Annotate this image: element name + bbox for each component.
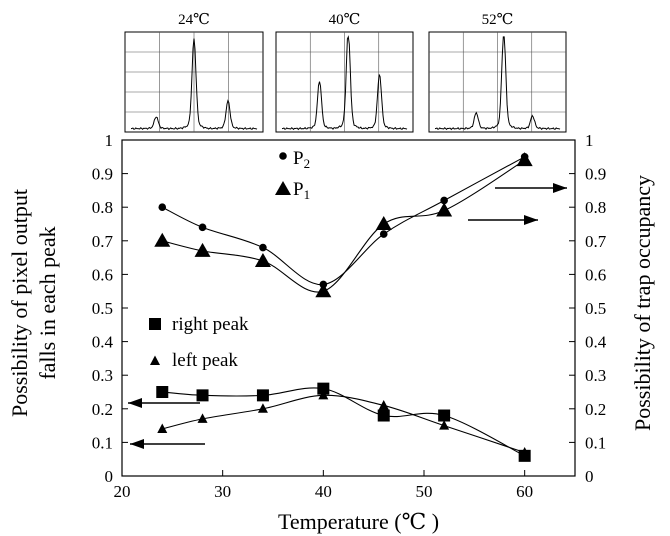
y-tick-label-left: 0.1 [92, 433, 113, 452]
y-tick-label-right: 0.4 [585, 333, 607, 352]
y-axis-title-left: Possibility of pixel output falls in each… [7, 189, 60, 417]
x-tick-label: 40 [315, 482, 332, 501]
point-p1 [315, 283, 332, 298]
point-right_peak [317, 382, 330, 395]
point-p2 [198, 223, 207, 232]
point-p2 [259, 243, 267, 252]
inset-spectrum-trace [434, 36, 561, 131]
point-left_peak [439, 420, 450, 430]
legend-marker-p2 [279, 152, 287, 160]
arrow-head [524, 215, 538, 225]
series-line-right_peak [162, 387, 525, 457]
series-line-p2 [162, 156, 525, 286]
arrow-left-peak-left-axis [130, 439, 205, 449]
arrow-p2-right-axis [495, 183, 567, 193]
point-right_peak [196, 389, 209, 402]
inset-panel: 52℃ [428, 12, 567, 133]
legend-label-p1: P1 [293, 179, 310, 202]
point-right_peak [377, 409, 390, 422]
point-left_peak [157, 423, 168, 433]
point-left_peak [197, 413, 208, 423]
point-p2 [379, 230, 388, 238]
point-right_peak [438, 409, 451, 422]
legend-marker-p1 [275, 181, 291, 195]
point-p1 [436, 202, 453, 217]
y-tick-label-right: 1 [585, 131, 594, 150]
y-tick-label-left: 0.3 [92, 366, 113, 385]
inset-spectrum-trace [130, 38, 258, 131]
x-axis-title: Temperature (℃ ) [278, 509, 439, 534]
y-axis-title-right: Possibility of trap occupancy [630, 175, 655, 431]
legend-label-left-peak: left peak [172, 350, 238, 371]
point-left_peak [257, 403, 268, 413]
point-p1 [254, 252, 271, 267]
inset-title: 24℃ [178, 12, 210, 28]
y-tick-label-left: 0 [105, 467, 114, 486]
y-tick-label-left: 0.7 [92, 232, 114, 251]
y-tick-label-left: 0.2 [92, 400, 113, 419]
arrow-head [128, 398, 142, 408]
x-tick-label: 20 [114, 482, 131, 501]
legend-label-p2: P2 [293, 148, 310, 171]
axis-arrows [128, 183, 567, 449]
point-p2 [440, 196, 448, 205]
point-p1 [154, 232, 171, 247]
point-p1 [194, 242, 211, 257]
y-tick-label-right: 0.1 [585, 433, 606, 452]
arrow-head [130, 439, 144, 449]
x-tick-label: 30 [214, 482, 231, 501]
y-tick-label-left: 0.8 [92, 198, 113, 217]
point-left_peak [378, 399, 389, 410]
legend-label-right-peak: right peak [172, 314, 249, 335]
y-axis-title-left-line: falls in each peak [35, 226, 60, 379]
y-axis-title-left-line: Possibility of pixel output [7, 189, 32, 417]
inset-panel: 40℃ [275, 12, 414, 133]
arrow-right-peak-left-axis [128, 398, 200, 408]
point-left_peak [519, 446, 530, 457]
inset-spectra: 24℃ 40℃ 52℃ [124, 12, 567, 133]
x-tick-label: 50 [416, 482, 433, 501]
y-tick-label-left: 0.9 [92, 165, 113, 184]
point-right_peak [156, 386, 169, 398]
inset-panel: 24℃ [124, 12, 264, 133]
inset-spectrum-trace [281, 35, 408, 131]
y-tick-label-right: 0.3 [585, 366, 606, 385]
legend-marker-right-peak [149, 318, 161, 330]
y-tick-label-left: 1 [105, 131, 114, 150]
axis-ticks: 0 0 0.1 0.1 0.2 0.2 0.3 0.3 0.4 0.4 0.5 0.5 0.6 0.6 0.… [92, 131, 607, 501]
inset-title: 40℃ [329, 12, 361, 28]
y-tick-label-right: 0.6 [585, 265, 606, 284]
y-tick-label-left: 0.4 [92, 333, 114, 352]
y-tick-label-right: 0.2 [585, 400, 606, 419]
point-p1 [375, 216, 392, 230]
legend: P2 P1 right peak left peak [149, 148, 310, 371]
point-p1 [516, 152, 533, 167]
legend-subscript-p1: 1 [304, 187, 311, 202]
series-line-left_peak [162, 394, 525, 454]
y-tick-label-left: 0.5 [92, 299, 113, 318]
point-right_peak [256, 389, 269, 402]
y-tick-label-right: 0.7 [585, 232, 607, 251]
y-tick-label-left: 0.6 [92, 265, 113, 284]
inset-title: 52℃ [482, 12, 514, 28]
y-tick-label-right: 0 [585, 467, 594, 486]
series-group [154, 152, 533, 462]
point-p2 [158, 203, 167, 211]
y-tick-label-right: 0.9 [585, 165, 606, 184]
legend-subscript-p2: 2 [304, 156, 311, 171]
y-tick-label-right: 0.8 [585, 198, 606, 217]
legend-marker-left-peak [150, 355, 160, 365]
x-tick-label: 60 [516, 482, 533, 501]
series-line-p1 [162, 159, 525, 293]
arrow-p1-right-axis [468, 215, 538, 225]
plot-frame [121, 139, 576, 477]
point-left_peak [318, 389, 329, 400]
arrow-head [553, 183, 567, 193]
y-tick-label-right: 0.5 [585, 299, 606, 318]
